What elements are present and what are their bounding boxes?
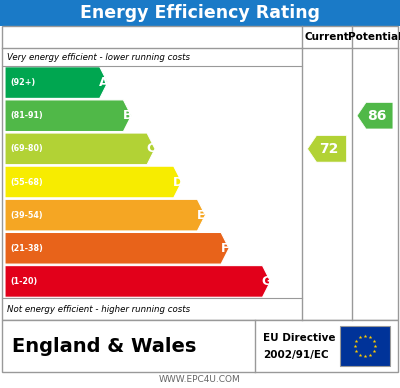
Text: EU Directive: EU Directive bbox=[263, 333, 336, 343]
Text: 86: 86 bbox=[367, 109, 387, 123]
Text: F: F bbox=[221, 242, 229, 255]
Text: (21-38): (21-38) bbox=[10, 244, 43, 253]
Text: Current: Current bbox=[305, 32, 349, 42]
Text: D: D bbox=[172, 175, 183, 189]
Text: Potential: Potential bbox=[348, 32, 400, 42]
Text: (69-80): (69-80) bbox=[10, 144, 43, 153]
Text: (92+): (92+) bbox=[10, 78, 35, 87]
Polygon shape bbox=[308, 135, 346, 162]
Bar bbox=[0, 0, 400, 26]
Text: (1-20): (1-20) bbox=[10, 277, 37, 286]
Text: (39-54): (39-54) bbox=[10, 211, 43, 220]
Text: Not energy efficient - higher running costs: Not energy efficient - higher running co… bbox=[7, 305, 190, 314]
Text: Energy Efficiency Rating: Energy Efficiency Rating bbox=[80, 4, 320, 22]
Text: Very energy efficient - lower running costs: Very energy efficient - lower running co… bbox=[7, 52, 190, 62]
Text: 72: 72 bbox=[319, 142, 339, 156]
Polygon shape bbox=[5, 232, 229, 264]
Polygon shape bbox=[5, 166, 182, 198]
Bar bbox=[2, 320, 398, 372]
Polygon shape bbox=[357, 102, 393, 129]
Text: E: E bbox=[197, 209, 206, 222]
Text: A: A bbox=[99, 76, 108, 89]
Text: 2002/91/EC: 2002/91/EC bbox=[263, 350, 329, 360]
Text: B: B bbox=[123, 109, 132, 122]
Text: WWW.EPC4U.COM: WWW.EPC4U.COM bbox=[159, 376, 241, 385]
Text: England & Wales: England & Wales bbox=[12, 336, 196, 355]
Polygon shape bbox=[5, 100, 131, 132]
Text: (55-68): (55-68) bbox=[10, 177, 43, 187]
Text: (81-91): (81-91) bbox=[10, 111, 43, 120]
Text: C: C bbox=[146, 142, 156, 155]
Text: G: G bbox=[261, 275, 272, 288]
Bar bbox=[2, 26, 398, 320]
Bar bbox=[340, 326, 390, 366]
Polygon shape bbox=[5, 266, 270, 297]
Polygon shape bbox=[5, 133, 155, 165]
Polygon shape bbox=[5, 67, 108, 99]
Polygon shape bbox=[5, 199, 206, 231]
